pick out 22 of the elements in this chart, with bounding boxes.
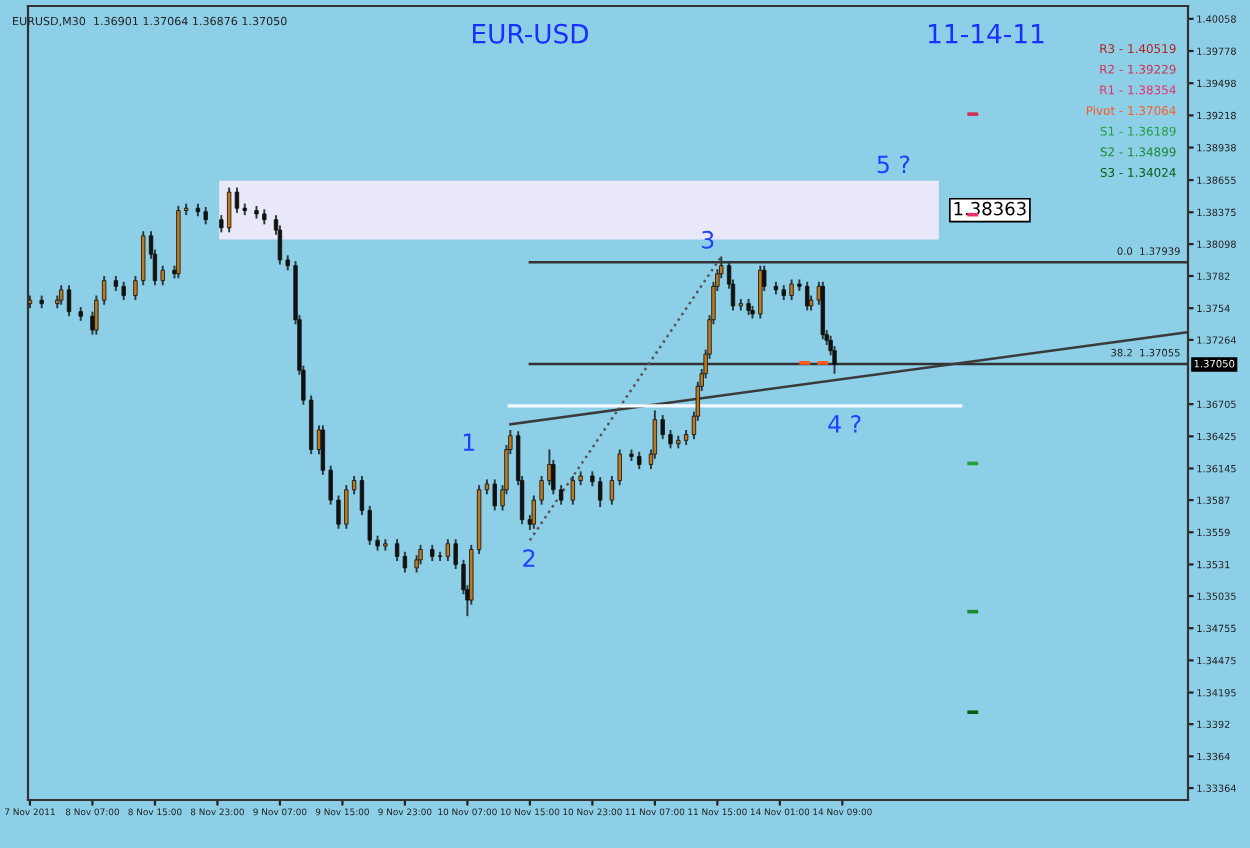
candlestick [805,280,810,312]
band-label: 1.38363 [954,201,1026,216]
candlestick [492,478,497,512]
candlestick [570,475,576,506]
annotation: 4 ? [828,415,861,433]
candlestick [789,278,794,302]
text: 11-14-11 [929,24,1044,44]
candlestick [66,284,72,318]
candlestick [394,538,400,562]
candlestick [418,543,423,566]
candlestick [59,284,64,306]
candlestick [445,538,451,562]
candlestick [121,280,126,302]
candlestick [551,458,556,496]
candlestick [598,476,603,508]
annotation: 5 ? [877,155,910,174]
candlestick [402,550,408,574]
candlestick [226,186,232,234]
text: EUR-USD [473,23,589,44]
annotation: 1 [463,433,475,451]
candlestick [344,484,349,530]
annotation: 2 [523,549,535,567]
